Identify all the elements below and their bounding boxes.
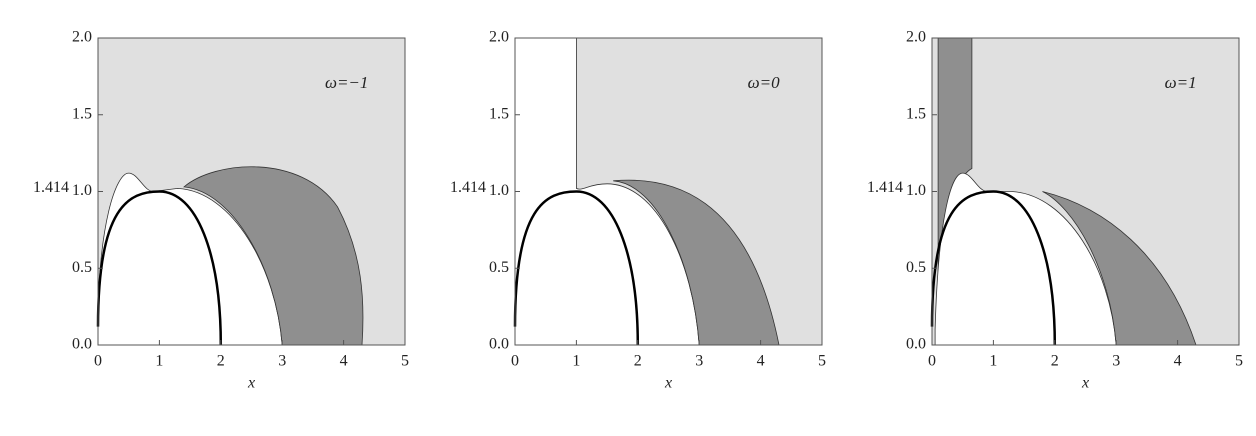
y-tick-label: 1.5 [906, 105, 926, 122]
y-tick-label: 0.0 [906, 336, 926, 353]
x-tick-label: 1 [572, 353, 580, 370]
y-tick-label: 1.5 [72, 105, 92, 122]
annotation: ω=−1 [325, 73, 368, 92]
x-tick-label: 5 [818, 353, 826, 370]
boundary-curve [930, 190, 1057, 346]
x-tick-label: 1 [989, 353, 997, 370]
annotation: ω=0 [748, 73, 780, 92]
y-tick-label: 2.0 [906, 29, 926, 46]
y-tick-label: 2.0 [489, 29, 509, 46]
x-tick-label: 0 [928, 353, 936, 370]
x-axis-label: x [664, 375, 672, 392]
x-tick-label: 5 [1235, 353, 1243, 370]
y-tick-label: 2.0 [72, 29, 92, 46]
boundary-curve [96, 190, 223, 346]
x-tick-label: 4 [340, 353, 348, 370]
x-tick-label: 2 [634, 353, 642, 370]
y-tick-label: 1.0 [72, 182, 92, 199]
y-tick-label: 0.0 [72, 336, 92, 353]
y-tick-label: 1.5 [489, 105, 509, 122]
x-tick-label: 4 [757, 353, 765, 370]
x-tick-label: 1 [155, 353, 163, 370]
x-tick-label: 3 [695, 353, 703, 370]
region [183, 166, 364, 346]
x-tick-label: 2 [217, 353, 225, 370]
x-tick-label: 2 [1051, 353, 1059, 370]
x-tick-label: 3 [1112, 353, 1120, 370]
y-tick-label: 0.5 [72, 259, 92, 276]
x-axis-label: x [1081, 375, 1089, 392]
x-tick-label: 4 [1174, 353, 1182, 370]
x-tick-label: 3 [278, 353, 286, 370]
y-axis-label: 1.414 [450, 179, 486, 196]
x-tick-label: 5 [401, 353, 409, 370]
x-tick-label: 0 [94, 353, 102, 370]
annotation: ω=1 [1165, 73, 1197, 92]
y-axis-label: 1.414 [867, 179, 903, 196]
y-tick-label: 0.5 [489, 259, 509, 276]
y-tick-label: 1.0 [489, 182, 509, 199]
region [934, 172, 1117, 346]
y-axis-label: 1.414 [33, 179, 69, 196]
y-tick-label: 0.0 [489, 336, 509, 353]
y-tick-label: 0.5 [906, 259, 926, 276]
x-axis-label: x [247, 375, 255, 392]
y-tick-label: 1.0 [906, 182, 926, 199]
x-tick-label: 0 [511, 353, 519, 370]
boundary-curve [513, 190, 640, 346]
